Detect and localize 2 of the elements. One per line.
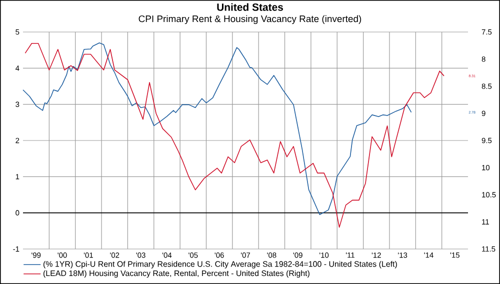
chart-title: United States — [217, 3, 283, 11]
chart-subtitle: CPI Primary Rent & Housing Vacancy Rate (inverted) — [138, 15, 362, 24]
